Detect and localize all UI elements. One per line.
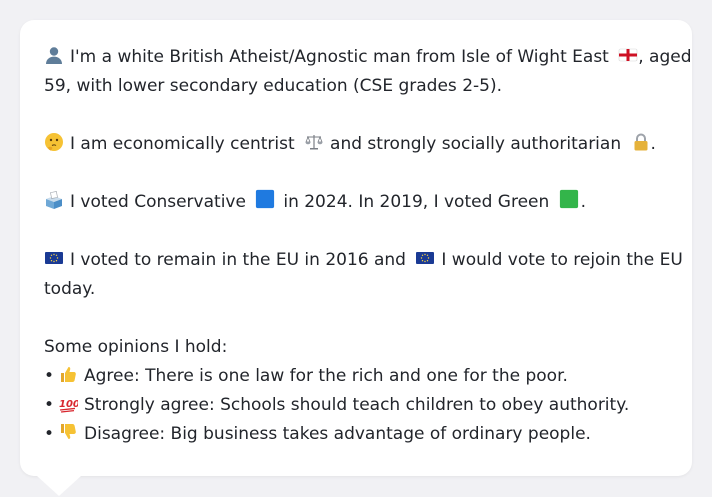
economics-text: I am economically centrist [70,134,295,154]
vote-history-line: I voted Conservative in 2024. In 2019, I… [44,188,668,217]
thumbs-up-icon [58,364,78,384]
hundred-points-icon: 100 [58,393,78,413]
ideology-line: I am economically centrist and strongly … [44,130,668,159]
bullet: • [44,395,55,415]
opinion-item: • Agree: There is one law for the rich a… [44,362,668,391]
opinion-item: • 100 Strongly agree: Schools should tea… [44,391,668,420]
spacer [44,101,668,130]
svg-text:100: 100 [59,399,78,410]
opinions-heading: Some opinions I hold: [44,337,228,357]
identity-age-label: , aged [638,47,692,67]
opinion-text: Agree: There is one law for the rich and… [84,366,568,386]
eu-flag-icon [415,248,435,268]
social-text: and strongly socially authoritarian [330,134,622,154]
eu-flag-icon [44,248,64,268]
profile-message-bubble: I'm a white British Atheist/Agnostic man… [20,20,692,476]
balance-scale-icon [304,132,324,152]
green-square-icon [559,189,581,211]
vote-2019-end: . [580,192,587,212]
identity-line: I'm a white British Atheist/Agnostic man… [44,43,692,72]
opinion-text: Disagree: Big business takes advantage o… [84,424,591,444]
bust-in-silhouette-icon [44,45,64,65]
spacer [44,217,668,246]
thinking-face-icon [44,132,64,152]
identity-text: I'm a white British Atheist/Agnostic man… [70,47,609,67]
eu-referendum-text: I voted to remain in the EU in 2016 and [70,250,406,270]
ballot-box-icon [44,190,64,210]
bullet: • [44,366,55,386]
thumbs-down-icon [58,422,78,442]
identity-line-2: 59, with lower secondary education (CSE … [44,76,502,96]
vote-2024-year-text: in 2024. In 2019, I voted Green [283,192,550,212]
vote-2024-text: I voted Conservative [70,192,246,212]
blue-square-icon [255,189,277,211]
opinion-text: Strongly agree: Schools should teach chi… [84,395,630,415]
eu-rejoin-text: I would vote to rejoin the EU [441,250,683,270]
spacer [44,159,668,188]
lock-icon [631,132,651,152]
eu-vote-line: I voted to remain in the EU in 2016 and … [44,246,683,275]
opinion-item: • Disagree: Big business takes advantage… [44,420,668,449]
bullet: • [44,424,55,444]
spacer [44,304,668,333]
eu-vote-line-2: today. [44,279,96,299]
social-end: . [650,134,656,154]
bubble-tail [37,476,81,496]
england-flag-icon [618,45,638,65]
